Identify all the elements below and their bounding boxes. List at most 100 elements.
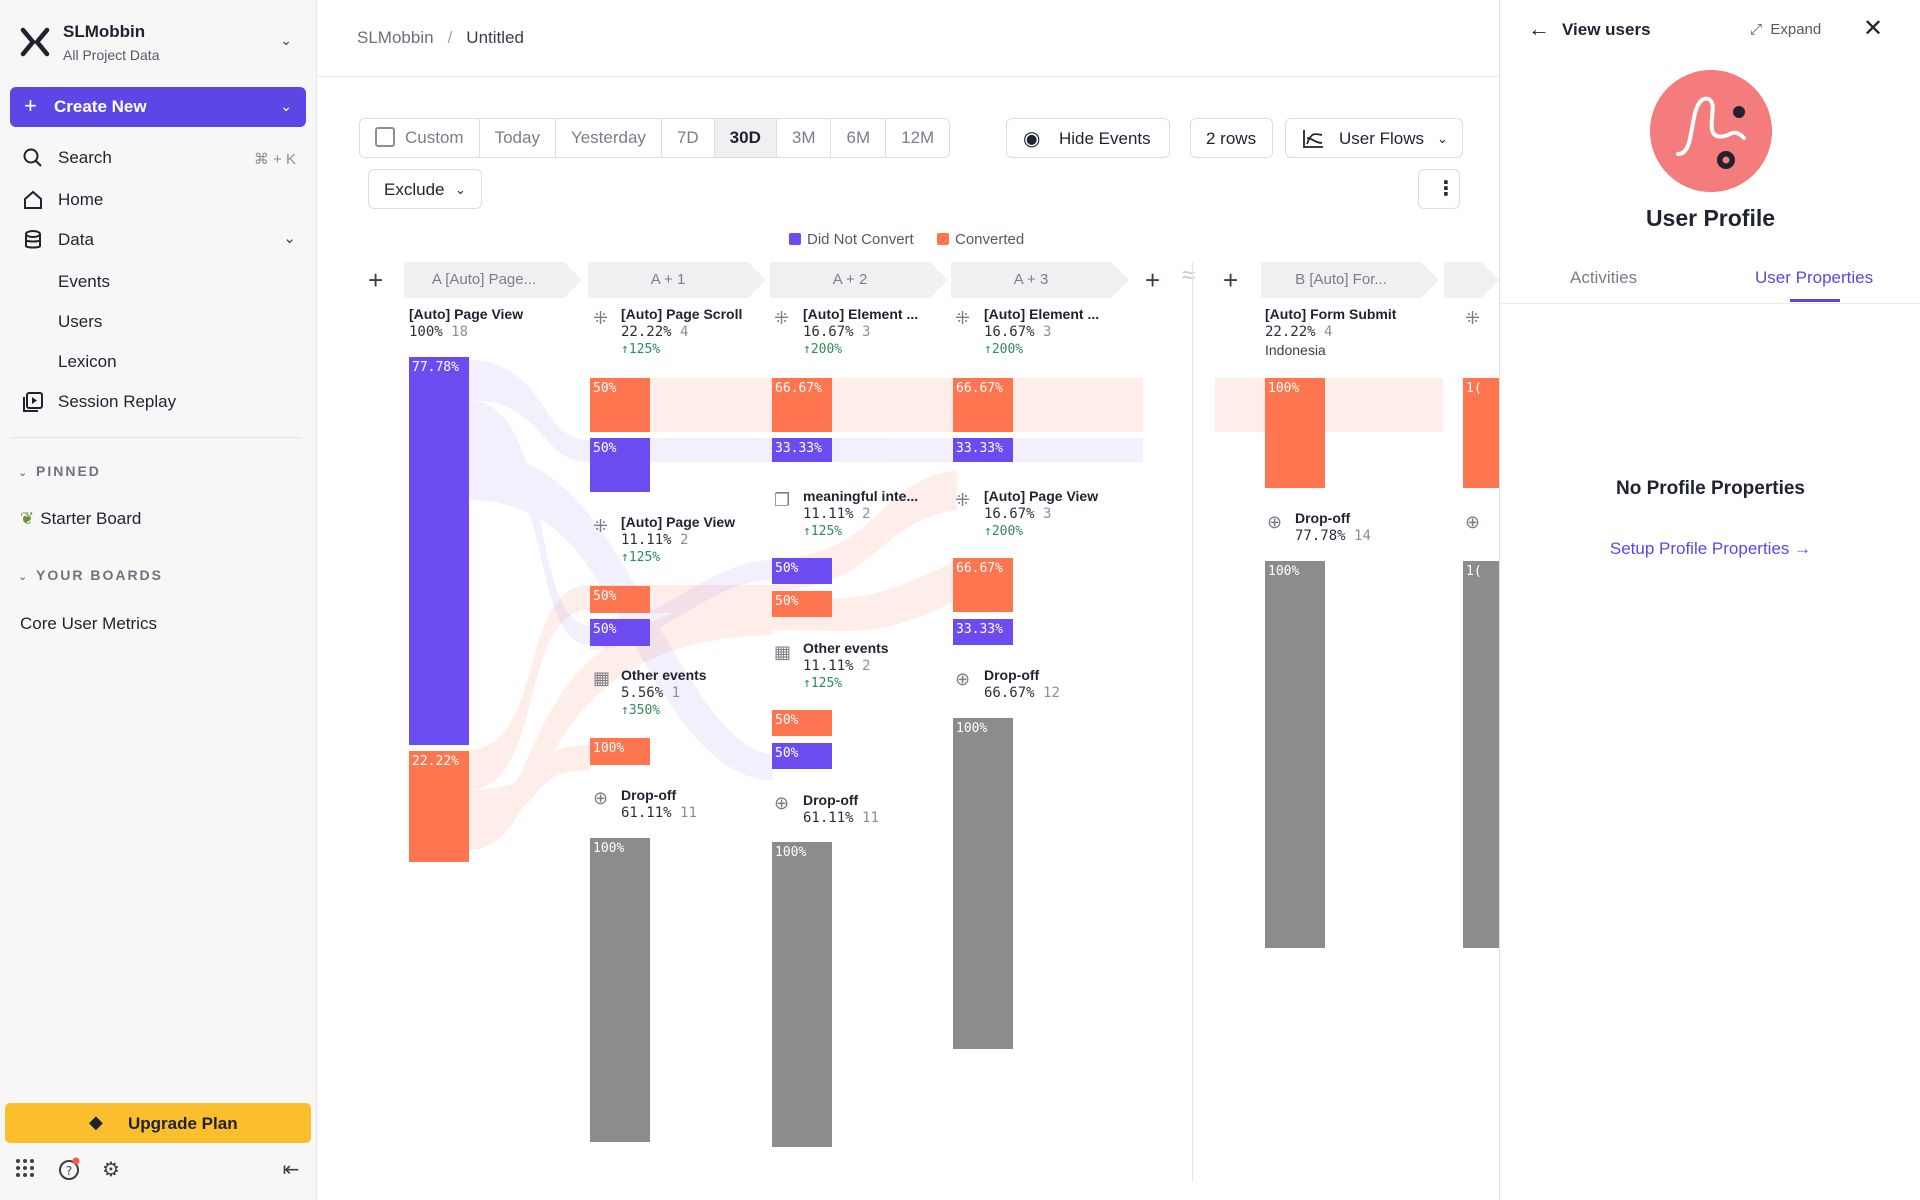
divider (10, 437, 302, 438)
bar-a1-1-converted[interactable]: 50% (590, 586, 650, 613)
add-step-before-b-button[interactable]: + (1223, 265, 1239, 295)
range-6m[interactable]: 6M (831, 119, 887, 157)
nav-search-label: Search (58, 148, 112, 167)
setup-profile-properties-link[interactable]: Setup Profile Properties → (1609, 539, 1812, 558)
help-icon[interactable]: ? (56, 1157, 82, 1183)
divider (317, 76, 1499, 77)
nav-search[interactable]: Search ⌘ + K (18, 141, 300, 175)
bar-a2-dropoff[interactable]: 100% (772, 842, 832, 1147)
chevron-down-icon: ⌄ (280, 98, 292, 114)
add-step-before-button[interactable]: + (368, 265, 384, 295)
range-30d[interactable]: 30D (714, 119, 777, 157)
column-header-a2[interactable]: A + 2 (770, 262, 948, 298)
nav-data[interactable]: Data ⌄ (18, 223, 300, 257)
flow-node-a2-2[interactable]: Other events 11.11% 2 ↑125% (803, 640, 889, 691)
nav-users[interactable]: Users (58, 312, 103, 331)
create-new-button[interactable]: + Create New ⌄ (10, 87, 306, 127)
bar-a2-0-converted[interactable]: 66.67% (772, 378, 832, 432)
tab-user-properties[interactable]: User Properties (1755, 268, 1874, 287)
range-custom[interactable]: Custom (360, 119, 480, 157)
expand-button[interactable]: ⤢ Expand (1750, 21, 1822, 38)
bar-a2-2-did-not-convert[interactable]: 50% (772, 743, 832, 769)
bar-a1-1-did-not-convert[interactable]: 50% (590, 619, 650, 646)
bar-a1-2-converted[interactable]: 100% (590, 738, 650, 765)
flow-node-a1-0[interactable]: [Auto] Page Scroll 22.22% 4 ↑125% (621, 306, 743, 357)
legend-swatch (789, 233, 801, 245)
bar-a1-0-did-not-convert[interactable]: 50% (590, 438, 650, 492)
tab-activities[interactable]: Activities (1570, 268, 1638, 287)
bar-b1-converted[interactable]: 1( (1463, 378, 1499, 488)
create-new-label: Create New (54, 97, 147, 116)
flow-node-a1-dropoff[interactable]: Drop-off 61.11% 11 (621, 787, 697, 821)
add-step-after-button[interactable]: + (1145, 265, 1161, 295)
gap-indicator-icon: ≈ (1182, 262, 1196, 289)
flow-node-a1-2[interactable]: Other events 5.56% 1 ↑350% (621, 667, 707, 718)
diamond-icon: ◆ (89, 1112, 103, 1132)
bar-a3-1-did-not-convert[interactable]: 33.33% (953, 619, 1013, 645)
column-header-a[interactable]: A [Auto] Page... (404, 262, 582, 298)
bar-b0-converted[interactable]: 100% (1265, 378, 1325, 488)
upgrade-plan-label: Upgrade Plan (128, 1114, 238, 1133)
bar-a1-dropoff[interactable]: 100% (590, 838, 650, 1142)
bar-a0-converted[interactable]: 22.22% (409, 751, 469, 862)
bar-a2-0-did-not-convert[interactable]: 33.33% (772, 438, 832, 462)
your-boards-header[interactable]: ⌄ YOUR BOARDS (18, 567, 164, 583)
rows-button[interactable]: 2 rows (1190, 118, 1273, 158)
grid-icon: ▦ (593, 668, 611, 688)
range-today[interactable]: Today (480, 119, 556, 157)
workspace-switcher[interactable]: SLMobbin All Project Data ⌄ (18, 20, 300, 66)
flow-node-a0[interactable]: [Auto] Page View 100% 18 (409, 306, 524, 340)
bar-a2-1-did-not-convert[interactable]: 50% (772, 558, 832, 584)
view-type-dropdown[interactable]: User Flows ⌄ (1285, 118, 1463, 158)
nav-events[interactable]: Events (58, 272, 110, 291)
range-3m[interactable]: 3M (777, 119, 832, 157)
back-arrow-icon[interactable]: ← (1528, 16, 1550, 41)
pinned-header[interactable]: ⌄ PINNED (18, 463, 101, 479)
nav-home[interactable]: Home (18, 183, 300, 217)
bar-a3-0-converted[interactable]: 66.67% (953, 378, 1013, 432)
bar-b0-dropoff[interactable]: 100% (1265, 561, 1325, 948)
column-header-a1[interactable]: A + 1 (588, 262, 766, 298)
flow-node-a2-0[interactable]: [Auto] Element ... 16.67% 3 ↑200% (803, 306, 919, 357)
bar-a3-0-did-not-convert[interactable]: 33.33% (953, 438, 1013, 462)
divider (1500, 303, 1920, 304)
chevron-down-icon: ⌄ (283, 230, 296, 247)
nav-lexicon[interactable]: Lexicon (58, 352, 117, 371)
more-options-button[interactable]: ⋮ (1418, 169, 1460, 209)
range-7d[interactable]: 7D (662, 119, 715, 157)
bar-a1-0-converted[interactable]: 50% (590, 378, 650, 432)
range-yesterday[interactable]: Yesterday (556, 119, 662, 157)
bar-a3-dropoff[interactable]: 100% (953, 718, 1013, 1049)
flow-node-a3-dropoff[interactable]: Drop-off 66.67% 12 (984, 667, 1060, 701)
settings-gear-icon[interactable]: ⚙ (102, 1159, 120, 1181)
breadcrumb-project[interactable]: SLMobbin (357, 28, 434, 47)
nav-session-replay[interactable]: Session Replay (18, 385, 300, 419)
exclude-dropdown[interactable]: Exclude ⌄ (368, 169, 482, 209)
flow-node-b0-dropoff[interactable]: Drop-off 77.78% 14 (1295, 510, 1371, 544)
kebab-menu-icon: ⋮ (1436, 178, 1456, 200)
bar-b1-dropoff[interactable]: 1( (1463, 561, 1499, 948)
pinned-item-starter-board[interactable]: ❦ Starter Board (20, 509, 142, 528)
range-12m[interactable]: 12M (901, 128, 935, 147)
column-header-b[interactable]: B [Auto] For... (1261, 262, 1439, 298)
flow-node-a3-0[interactable]: [Auto] Element ... 16.67% 3 ↑200% (984, 306, 1100, 357)
cursor-click-icon: ⁜ (955, 490, 971, 510)
flow-node-a3-1[interactable]: [Auto] Page View 16.67% 3 ↑200% (984, 488, 1099, 539)
bar-a2-2-converted[interactable]: 50% (772, 710, 832, 736)
bar-a0-did-not-convert[interactable]: 77.78% (409, 357, 469, 745)
close-icon[interactable]: ✕ (1863, 15, 1884, 42)
flow-node-a2-dropoff[interactable]: Drop-off 61.11% 11 (803, 792, 879, 826)
bar-a3-1-converted[interactable]: 66.67% (953, 558, 1013, 612)
flow-node-a1-1[interactable]: [Auto] Page View 11.11% 2 ↑125% (621, 514, 736, 565)
board-item-core-user-metrics[interactable]: Core User Metrics (20, 614, 157, 633)
apps-grid-icon[interactable] (12, 1157, 38, 1183)
flow-node-b0[interactable]: [Auto] Form Submit 22.22% 4 Indonesia (1265, 306, 1397, 358)
hide-events-button[interactable]: ◉ Hide Events (1006, 118, 1170, 158)
upgrade-plan-button[interactable]: ◆ Upgrade Plan (5, 1103, 311, 1143)
collapse-sidebar-icon[interactable]: ⇤ (282, 1159, 300, 1181)
flow-node-a2-1[interactable]: meaningful inte... 11.11% 2 ↑125% (803, 488, 919, 539)
database-icon (25, 230, 41, 249)
breadcrumb-current[interactable]: Untitled (466, 28, 524, 47)
bar-a2-1-converted[interactable]: 50% (772, 591, 832, 617)
column-header-a3[interactable]: A + 3 (951, 262, 1129, 298)
